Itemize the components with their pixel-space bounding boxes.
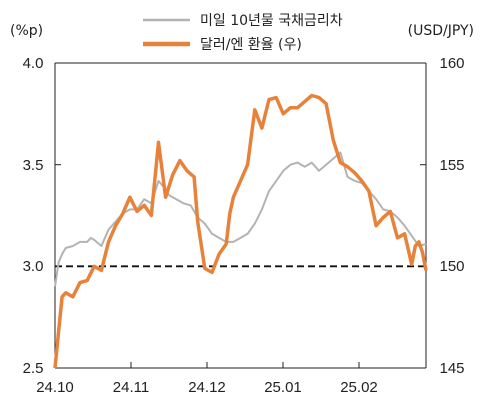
- right-ticks: 160 155 150 145: [420, 55, 465, 377]
- x-tick-label: 24.11: [113, 379, 149, 396]
- series-line-usd-jpy: [53, 93, 428, 369]
- left-ticks: 4.0 3.5 3.0 2.5: [23, 55, 61, 377]
- right-tick-label: 155: [439, 157, 464, 174]
- left-tick-label: 4.0: [23, 55, 44, 72]
- x-ticks: 24.10 24.11 24.12 25.01 25.02: [36, 362, 378, 396]
- legend-label-rate-spread: 미일 10년물 국채금리차: [200, 13, 343, 29]
- left-tick-label: 2.5: [23, 360, 44, 377]
- left-unit-label: (%p): [10, 23, 43, 39]
- series-line-rate-spread: [54, 151, 427, 287]
- left-tick-label: 3.5: [23, 157, 44, 174]
- x-tick-label: 24.12: [188, 379, 226, 396]
- right-unit-label: (USD/JPY): [408, 23, 474, 39]
- legend: 미일 10년물 국채금리차 달러/엔 환율 (우): [143, 13, 343, 53]
- right-tick-label: 150: [439, 258, 464, 275]
- x-tick-label: 25.01: [264, 379, 302, 396]
- right-tick-label: 160: [439, 55, 464, 72]
- legend-label-usd-jpy: 달러/엔 환율 (우): [200, 37, 302, 53]
- right-tick-label: 145: [439, 360, 464, 377]
- left-tick-label: 3.0: [23, 258, 44, 275]
- x-tick-label: 25.02: [340, 379, 378, 396]
- x-tick-label: 24.10: [36, 379, 74, 396]
